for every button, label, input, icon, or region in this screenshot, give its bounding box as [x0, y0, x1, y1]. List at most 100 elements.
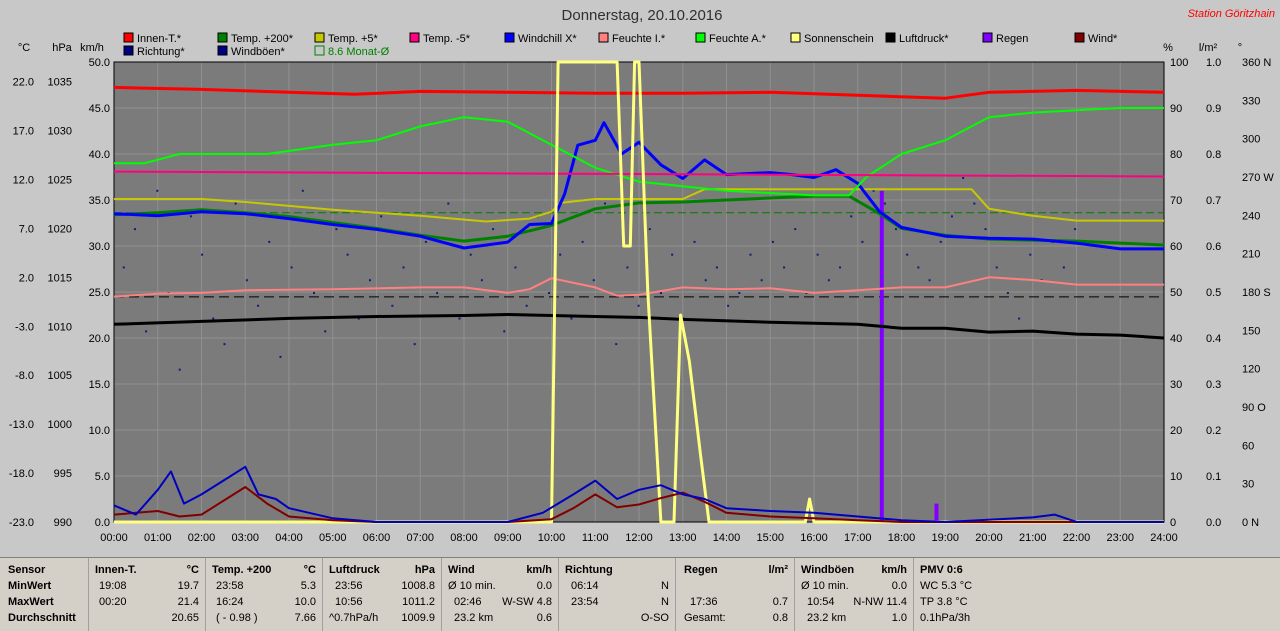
direction-point	[928, 279, 931, 282]
summary-pmv-col: PMV 0:6 WC 5.3 °C TP 3.8 °C 0.1hPa/3h	[914, 558, 1014, 631]
summary-luftdruck-time-min: 23:56	[335, 580, 363, 592]
tick-label-percent: 50	[1170, 287, 1182, 299]
summary-windboeen-avg: 1.0	[891, 612, 907, 624]
tick-label-percent: 10	[1170, 471, 1182, 483]
summary-regen-col: Regen l/m² 17:36 0.7 Gesamt: 0.8	[676, 558, 795, 631]
tick-label-kmh: 20.0	[89, 333, 110, 345]
direction-point	[648, 228, 651, 231]
direction-point	[637, 304, 640, 307]
tick-label-kmh: 0.0	[95, 517, 110, 529]
summary-innen-time-max: 00:20	[99, 596, 127, 608]
unit-label-right: %	[1163, 42, 1173, 54]
direction-point	[995, 266, 998, 269]
tick-label-kmh: 30.0	[89, 241, 110, 253]
direction-point	[436, 292, 439, 294]
tick-label-celsius: 22.0	[13, 77, 34, 89]
summary-regen-title: Regen	[684, 564, 718, 576]
summary-sensor-col: Sensor MinWert MaxWert Durchschnitt	[0, 558, 89, 631]
direction-point	[469, 253, 472, 256]
tick-label-x: 09:00	[494, 532, 522, 544]
direction-point	[424, 240, 427, 243]
direction-point	[581, 240, 584, 243]
summary-innen-col: Innen-T. °C 19:08 19.7 00:20 21.4 20.65	[89, 558, 206, 631]
summary-wind-avg: 0.6	[536, 612, 552, 624]
direction-point	[480, 279, 483, 282]
summary-luftdruck-min: 1008.8	[401, 580, 435, 592]
legend-swatch	[217, 45, 228, 56]
unit-label-right: °	[1238, 42, 1242, 54]
summary-luftdruck-time-max: 10:56	[335, 596, 363, 608]
direction-point	[883, 202, 886, 205]
summary-regen-time-max: 17:36	[690, 596, 718, 608]
tick-label-x: 16:00	[800, 532, 828, 544]
direction-point	[178, 368, 181, 371]
direction-point	[413, 343, 416, 346]
legend-swatch	[123, 32, 134, 43]
summary-temp200-avg: 7.66	[294, 612, 316, 624]
direction-point	[872, 189, 875, 192]
summary-temp200-time-min: 23:58	[216, 580, 244, 592]
tick-label-x: 05:00	[319, 532, 347, 544]
direction-point	[794, 228, 797, 231]
direction-point	[604, 202, 606, 205]
tick-label-celsius: -23.0	[9, 517, 34, 529]
tick-label-x: 21:00	[1019, 532, 1047, 544]
tick-label-lm2: 0.9	[1206, 103, 1221, 115]
tick-label-percent: 40	[1170, 333, 1182, 345]
summary-richtung-title: Richtung	[565, 564, 613, 576]
summary-windboeen-max: N-NW 11.4	[853, 596, 907, 608]
legend-swatch	[217, 32, 228, 43]
summary-row-max: MaxWert	[8, 596, 54, 608]
unit-label-left: hPa	[52, 42, 72, 54]
summary-row-min: MinWert	[8, 580, 52, 592]
summary-windboeen-distance: 23.2 km	[807, 612, 847, 624]
summary-wind-distance: 23.2 km	[454, 612, 494, 624]
tick-label-x: 07:00	[406, 532, 434, 544]
summary-wind-min: 0.0	[536, 580, 552, 592]
tick-label-degree: 150	[1242, 325, 1260, 337]
legend-label: Feuchte I.*	[612, 33, 666, 45]
legend-swatch	[314, 45, 325, 56]
tick-label-lm2: 0.5	[1206, 287, 1221, 299]
tick-label-lm2: 0.7	[1206, 195, 1221, 207]
tick-label-kmh: 25.0	[89, 287, 110, 299]
direction-point	[301, 189, 304, 192]
tick-label-percent: 100	[1170, 57, 1188, 69]
legend-label: Richtung*	[137, 46, 185, 58]
direction-point	[738, 292, 741, 294]
direction-point	[659, 292, 662, 294]
tick-label-kmh: 10.0	[89, 425, 110, 437]
tick-label-celsius: 7.0	[19, 223, 34, 235]
legend-swatch	[790, 32, 801, 43]
summary-windboeen-period: Ø 10 min.	[801, 580, 849, 592]
tick-label-kmh: 5.0	[95, 471, 110, 483]
direction-point	[492, 228, 495, 231]
legend-label: Wind*	[1088, 33, 1118, 45]
tick-label-lm2: 0.0	[1206, 517, 1221, 529]
direction-point	[391, 304, 394, 307]
series-line	[113, 121, 1164, 251]
summary-richtung-avg: O-SO	[640, 612, 669, 624]
legend-label: Temp. +5*	[328, 33, 379, 45]
tick-label-x: 19:00	[931, 532, 959, 544]
tick-label-hpa: 1025	[48, 174, 72, 186]
summary-luftdruck-max: 1011.2	[402, 596, 435, 608]
weather-chart: Donnerstag, 20.10.2016 Station Göritzhai…	[8, 7, 1275, 544]
summary-wind-col: Wind km/h Ø 10 min. 0.0 02:46 W-SW 4.8 2…	[442, 558, 559, 631]
legend-swatch	[314, 32, 325, 43]
direction-point	[615, 343, 618, 346]
tick-label-hpa: 1005	[48, 370, 72, 382]
direction-point	[234, 202, 237, 205]
tick-label-lm2: 0.6	[1206, 241, 1221, 253]
direction-point	[503, 330, 506, 333]
tick-label-x: 08:00	[450, 532, 478, 544]
direction-point	[816, 253, 819, 256]
summary-richtung-max: N	[661, 596, 669, 608]
tick-label-x: 13:00	[669, 532, 697, 544]
unit-label-right: l/m²	[1199, 42, 1218, 54]
legend-swatch	[598, 32, 609, 43]
summary-luftdruck-unit: hPa	[414, 564, 435, 576]
tick-label-percent: 70	[1170, 195, 1182, 207]
direction-point	[906, 253, 909, 256]
tick-label-x: 10:00	[538, 532, 566, 544]
